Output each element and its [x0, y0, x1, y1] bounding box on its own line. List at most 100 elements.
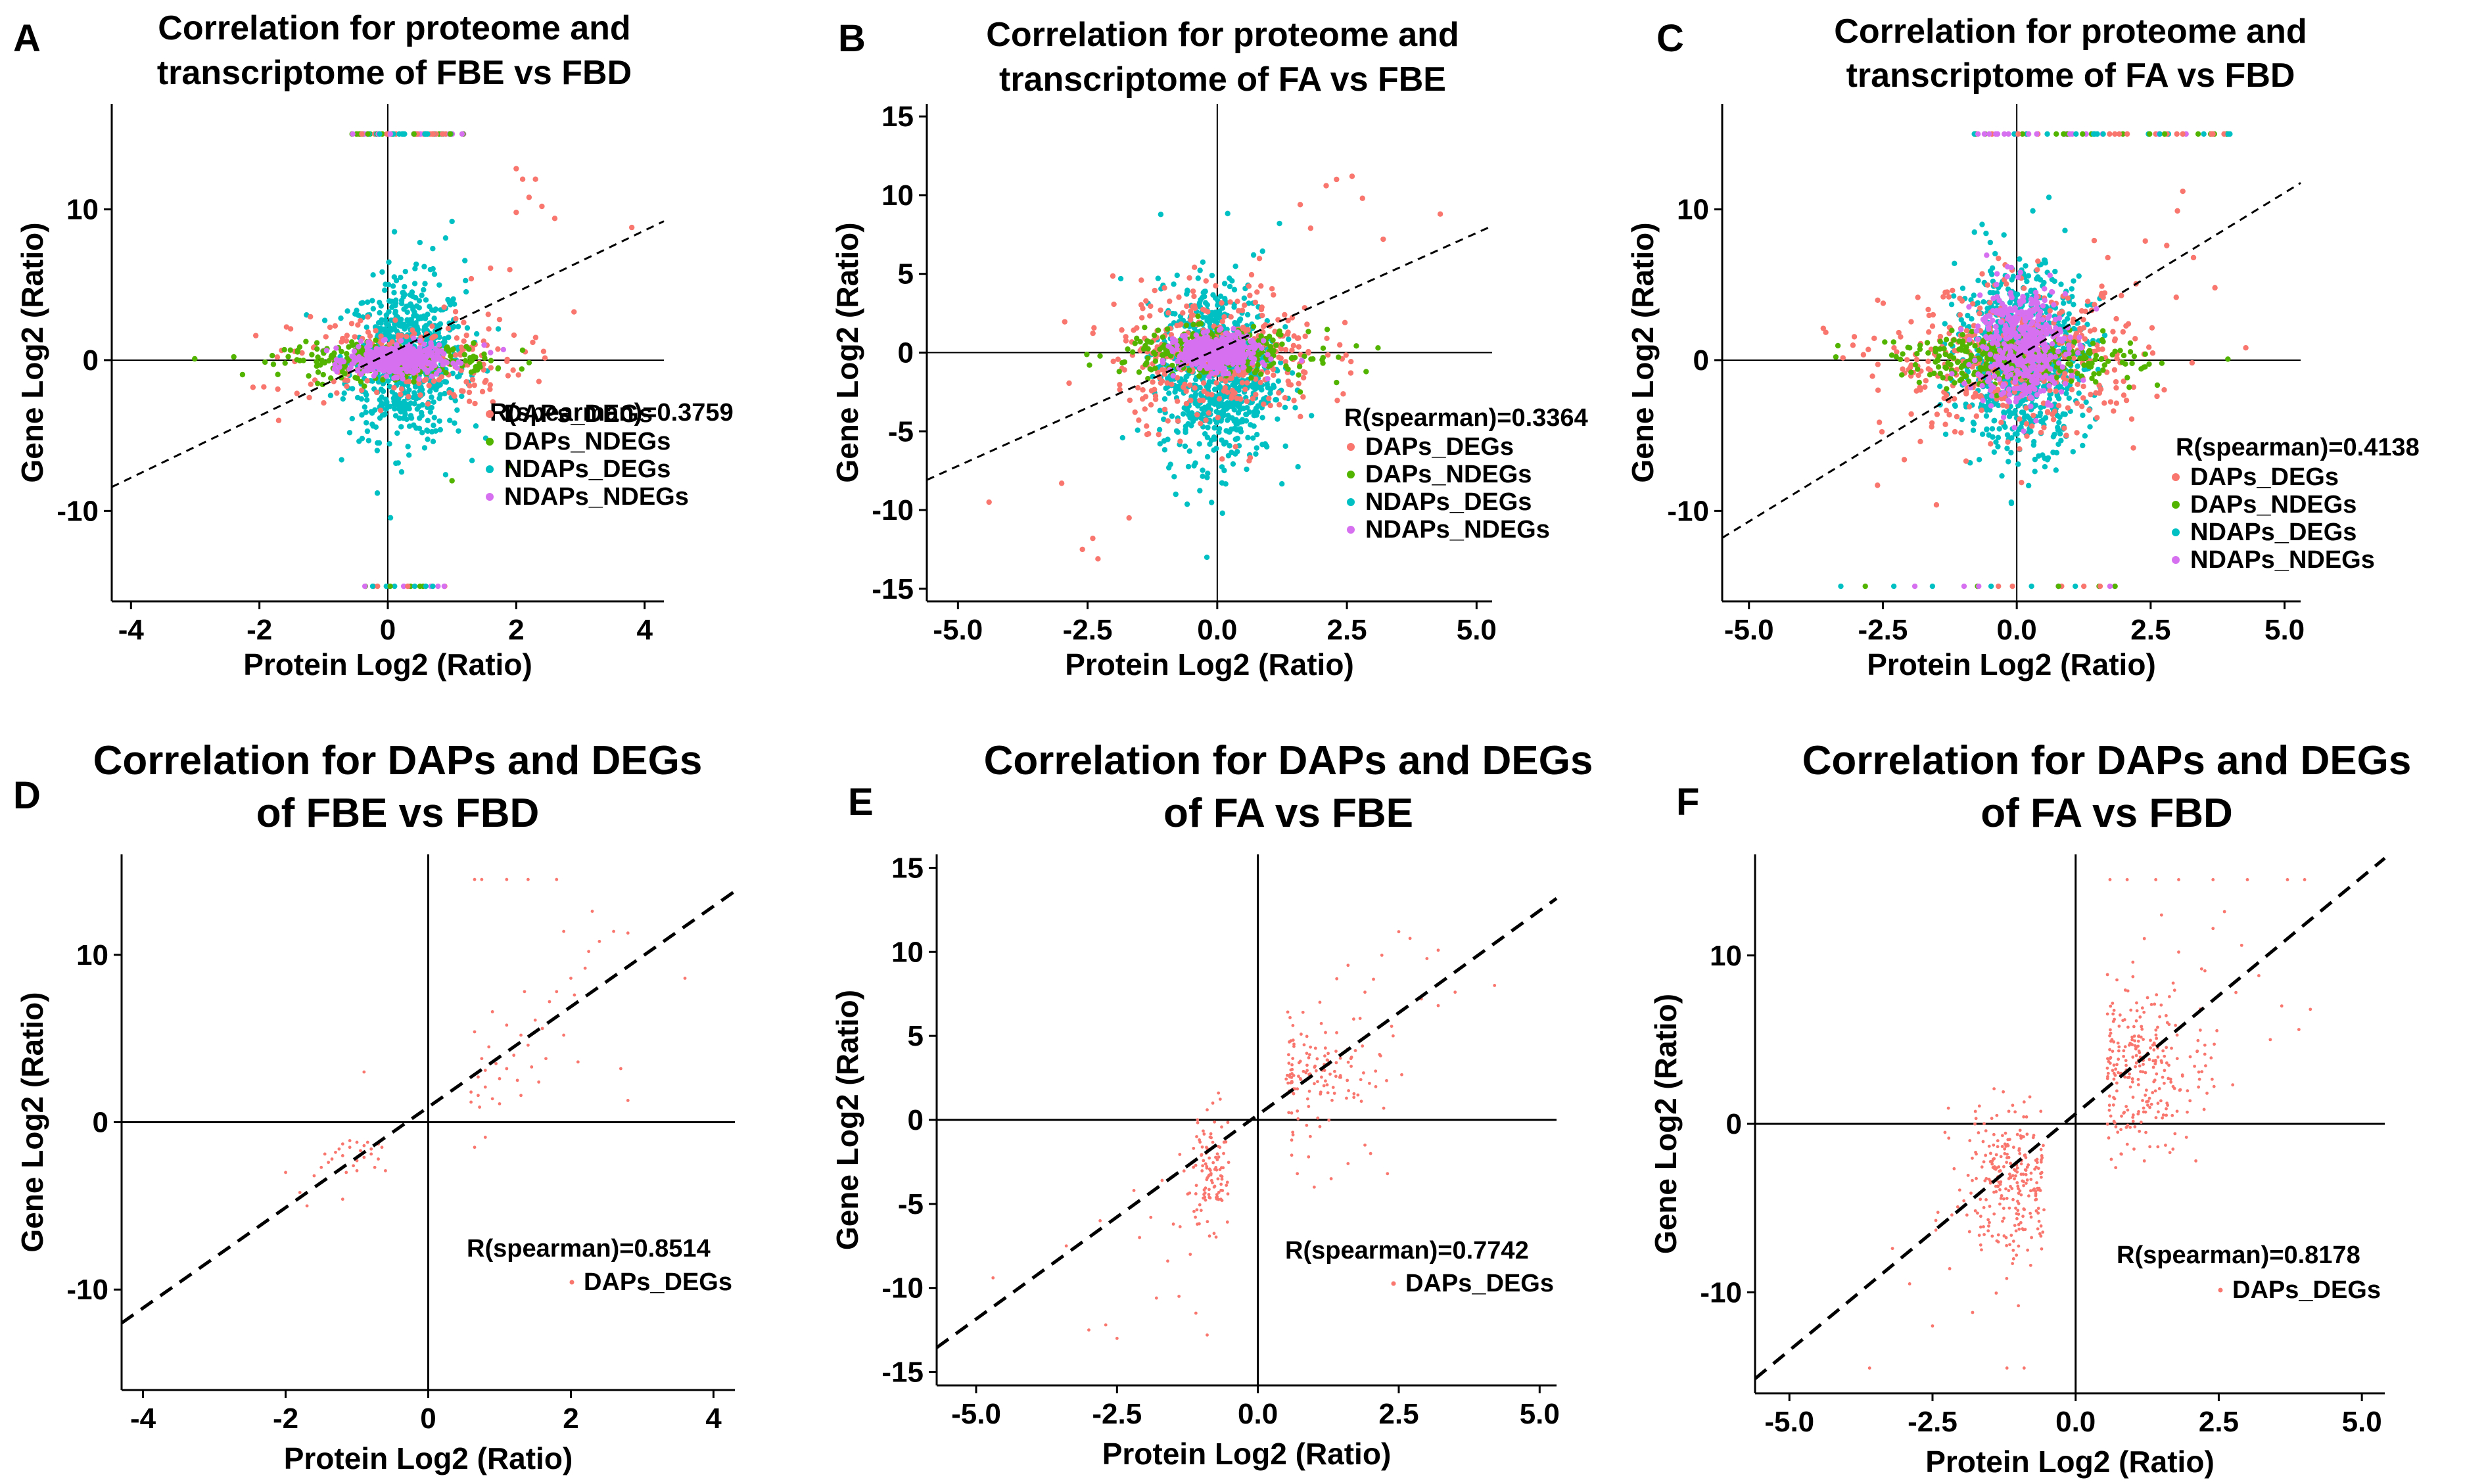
point-daps-degs [1289, 347, 1295, 354]
point-daps-degs [1246, 283, 1252, 289]
point-ndaps-degs [1254, 431, 1260, 438]
point-daps-degs [1875, 387, 1881, 393]
point-ndaps-degs [1229, 278, 1235, 284]
point-ndaps-degs [1211, 397, 1217, 403]
point-ndaps-degs [1185, 411, 1192, 418]
point-ndaps-degs [1282, 324, 1288, 330]
point-ndaps-degs [400, 294, 406, 300]
point-daps-degs [1300, 375, 1307, 381]
point-daps-degs [2113, 379, 2119, 385]
point-ndaps-degs [1219, 305, 1226, 311]
point-daps-degs [445, 325, 452, 332]
point-daps-degs [1891, 345, 1897, 351]
point-daps-degs [287, 326, 294, 332]
point-daps-degs [2113, 384, 2119, 391]
point-ndaps-degs [463, 277, 469, 284]
point-ndaps-degs [416, 298, 423, 304]
point-daps-degs [1239, 380, 1246, 386]
x-tick-label: 5.0 [2264, 614, 2305, 646]
point-daps-degs [406, 379, 412, 384]
y-tick-label: 5 [898, 258, 914, 290]
point-ndaps-degs [2023, 263, 2029, 269]
point-ndaps-degs [390, 334, 397, 340]
point-daps-degs [542, 355, 548, 361]
point-ndaps-degs [430, 246, 436, 252]
point-daps-ndegs [1140, 346, 1147, 352]
point-ndaps-degs [2046, 195, 2052, 200]
point-daps-degs [323, 334, 329, 340]
point-daps-degs [426, 383, 432, 388]
point-daps-degs [1979, 407, 1984, 413]
point-daps-ndegs [1250, 323, 1257, 330]
point-daps-ndegs [449, 478, 455, 484]
point-ndaps-degs [390, 326, 397, 332]
point-ndaps-degs [369, 298, 375, 304]
point-saturated-bottom [405, 583, 411, 590]
point-ndaps-degs [417, 239, 423, 246]
point-daps-degs [438, 374, 445, 380]
point-ndaps-degs [1197, 488, 1203, 494]
point-ndaps-ndegs [1177, 353, 1183, 359]
point-ndaps-degs [411, 401, 417, 407]
point-daps-degs [1058, 480, 1065, 486]
point-daps-degs [1140, 387, 1146, 393]
point-daps-degs [505, 373, 511, 379]
point-daps-degs [1180, 310, 1186, 316]
point-daps-ndegs [342, 371, 348, 377]
point-ndaps-ndegs [376, 361, 382, 367]
point-ndaps-degs [2012, 431, 2018, 437]
point-ndaps-degs [2052, 278, 2057, 285]
point-ndaps-ndegs [395, 367, 402, 373]
point-ndaps-degs [1995, 444, 2001, 450]
point-daps-degs [2125, 321, 2132, 327]
point-daps-ndegs [1190, 321, 1196, 327]
point-daps-ndegs [300, 358, 306, 363]
point-ndaps-degs [447, 302, 454, 308]
point-daps-degs [1904, 357, 1910, 363]
point-ndaps-degs [452, 398, 458, 404]
point-ndaps-ndegs [380, 345, 387, 352]
point-daps-degs [2149, 325, 2155, 331]
point-ndaps-ndegs [1227, 350, 1233, 356]
point-daps-degs [1334, 176, 1340, 183]
point-daps-degs [2024, 433, 2030, 439]
point-daps-degs [507, 267, 513, 273]
point-ndaps-degs [1251, 423, 1257, 429]
point-ndaps-ndegs [337, 364, 342, 370]
point-ndaps-degs [1227, 283, 1233, 290]
point-ndaps-degs [1235, 410, 1242, 416]
panel-a: A Correlation for proteome andtranscripto… [13, 9, 734, 682]
point-daps-degs [1192, 385, 1198, 391]
point-daps-degs [488, 265, 494, 271]
y-tick-label: -10 [1667, 495, 1709, 527]
point-ndaps-ndegs [417, 337, 423, 344]
point-ndaps-ndegs [1225, 360, 1231, 366]
x-axis-label: Protein Log2 (Ratio) [1065, 647, 1354, 682]
point-ndaps-degs [429, 405, 434, 411]
point-ndaps-degs [436, 418, 442, 424]
point-ndaps-degs [425, 312, 431, 317]
point-ndaps-degs [1221, 281, 1228, 287]
point-ndaps-degs [2040, 417, 2046, 423]
point-ndaps-degs [1200, 259, 1206, 266]
point-daps-degs [1437, 211, 1443, 217]
point-ndaps-degs [392, 321, 398, 327]
point-saturated-bottom [375, 583, 381, 590]
point-daps-degs [1300, 394, 1306, 400]
point-ndaps-degs [1185, 463, 1192, 470]
point-ndaps-ndegs [364, 348, 371, 354]
point-ndaps-degs [1183, 427, 1188, 432]
point-daps-ndegs [1132, 340, 1138, 346]
point-daps-degs [1136, 417, 1142, 423]
point-daps-ndegs [1183, 322, 1190, 329]
chart-title-line: Correlation for proteome and [158, 9, 630, 47]
point-ndaps-degs [430, 266, 436, 272]
point-daps-ndegs [331, 350, 337, 356]
point-daps-degs [539, 203, 545, 210]
point-daps-degs [2017, 416, 2023, 422]
x-tick-label: 2.5 [1326, 614, 1367, 646]
x-tick-label: 4 [636, 614, 653, 646]
point-daps-degs [1973, 413, 1979, 419]
point-daps-degs [2019, 479, 2025, 486]
point-ndaps-ndegs [381, 337, 387, 344]
